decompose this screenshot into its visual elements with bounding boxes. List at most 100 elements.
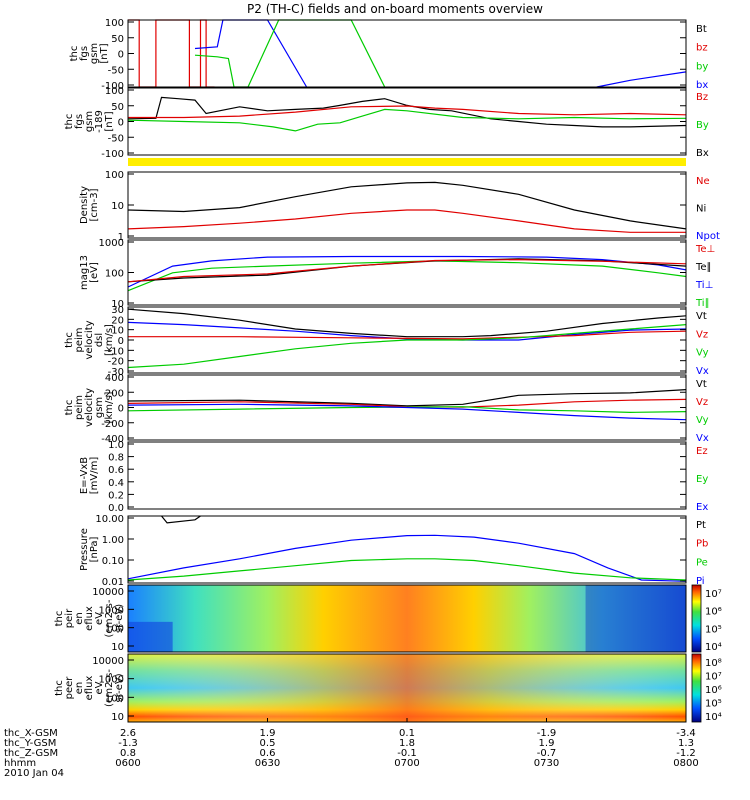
peer-ylabel: sr-eV): [114, 673, 125, 702]
temp-ytick-label: 1000: [99, 238, 124, 249]
fgs-ytick-label: -50: [108, 65, 124, 76]
veldsl-series-Vt: [127, 308, 687, 338]
status-bar: [128, 158, 686, 166]
pressure-ytick-label: 0.10: [102, 556, 124, 567]
fgs-ylabel: fgs: [79, 46, 90, 61]
peir-low-flux-left: [128, 621, 173, 652]
xaxis-value: -3.4: [676, 728, 696, 739]
velgsm-ytick-label: -200: [101, 419, 124, 430]
fgl-series-By: [127, 108, 687, 132]
veldsl-ytick-label: 20: [111, 315, 124, 326]
panel-density: 100 10 1 Ne Ni Npot Density [cm-3]: [79, 170, 720, 243]
peir-ytick-label: 1000: [99, 605, 124, 616]
temp-ylabel: mag13: [79, 255, 90, 290]
veldsl-ytick-label: -10: [108, 346, 124, 357]
velgsm-ytick-label: 0: [118, 404, 124, 415]
velgsm-ytick-label: 400: [105, 373, 124, 384]
peir-ylabel: thc: [54, 611, 65, 627]
efield-ylabel: [mV/m]: [89, 457, 100, 495]
fgl-ytick-label: 100: [105, 86, 124, 97]
fgl-legend-label: Bz: [696, 92, 708, 103]
fgl-legend-label: Bx: [696, 148, 709, 159]
fgl-ytick-label: -100: [101, 149, 124, 160]
panel-fgl: 100 50 0 -50 -100 Bz By Bx thc fgs gsm -189 [nT]: [64, 86, 709, 160]
panel-peir: 10⁷ 10⁶ 10⁵ 10⁴ 10000 1000 100 10 thc peir en eflux…: [54, 584, 722, 653]
peir-colorbar: [691, 584, 702, 653]
xaxis-row-label: thc_X-GSM: [4, 728, 58, 739]
peer-ylabel: thc: [54, 680, 65, 696]
velgsm-legend-label: Vy: [696, 415, 709, 426]
efield-legend-label: Ex: [696, 502, 708, 513]
panel-efield: 1.0 0.80.6 0.40.2 0.0 Ez Ey Ex E=-VxB [mV/m]: [79, 440, 708, 514]
temp-ytick-label: 100: [105, 269, 124, 280]
xaxis-value: 1.9: [539, 738, 555, 749]
pressure-series-Pe: [127, 558, 687, 581]
peer-ylabel: peer: [64, 676, 75, 700]
density-ytick-label: 100: [105, 170, 124, 181]
xaxis-row-label: hhmm: [4, 758, 36, 769]
efield-ytick-label: 0.0: [108, 503, 124, 514]
veldsl-legend-label: Vy: [696, 348, 709, 359]
xaxis-value: 0.1: [399, 728, 415, 739]
peer-ytick-label: 10000: [92, 656, 124, 667]
peer-ylabel: (cm2-s-: [104, 669, 115, 707]
temp-frame: [127, 239, 687, 306]
peir-ylabel: eflux: [84, 606, 95, 631]
velgsm-series-Vt: [127, 389, 687, 407]
velgsm-frame: [127, 374, 687, 441]
panel-pressure: 10.00 1.00 0.10 0.01 Pt Pb Pe Pi Pressure [nPa]: [79, 514, 708, 588]
xaxis-value: 0600: [115, 758, 140, 769]
veldsl-ylabel: [km/s]: [104, 324, 115, 356]
pressure-ylabel: Pressure: [79, 528, 90, 571]
panel-temp: 1000 100 10 Te⊥ Te∥ Ti⊥ Ti∥ mag13 [eV]: [79, 238, 715, 310]
pressure-frame: [127, 515, 687, 584]
panel-velgsm: 400 200 0 -200 -400 Vt Vz Vy Vx thc peim velocity gs…: [64, 373, 709, 445]
peer-ytick-label: 10: [111, 712, 124, 723]
xaxis-value: 0.8: [120, 748, 136, 759]
peir-colorbar-label: 10⁵: [705, 624, 722, 635]
xaxis-value: -1.9: [537, 728, 557, 739]
veldsl-legend-label: Vz: [696, 329, 708, 340]
velgsm-legend-label: Vz: [696, 397, 708, 408]
density-legend-label: Npot: [696, 231, 720, 242]
veldsl-ylabel: dsl: [94, 333, 105, 347]
peir-low-flux-right: [585, 585, 686, 652]
efield-ytick-label: 0.2: [108, 490, 124, 501]
velgsm-ylabel: thc: [64, 400, 75, 416]
xaxis-value: 0630: [255, 758, 280, 769]
peer-colorbar-label: 10⁵: [705, 699, 722, 710]
density-ylabel: [cm-3]: [89, 188, 100, 221]
peir-ylabel: (cm2-s-: [104, 599, 115, 637]
peer-colorbar-label: 10⁸: [705, 658, 722, 669]
veldsl-ylabel: peim: [74, 327, 85, 352]
fgs-ytick-label: 100: [105, 18, 124, 29]
figure-title: P2 (TH-C) fields and on-board moments ov…: [247, 2, 543, 16]
fgs-ytick-label: 0: [118, 50, 124, 61]
temp-ylabel: [eV]: [89, 262, 100, 283]
peir-colorbar-label: 10⁴: [705, 642, 722, 653]
xaxis-date: 2010 Jan 04: [4, 768, 64, 779]
fgl-ylabel: gsm: [84, 111, 95, 132]
fgs-ylabel: gsm: [89, 43, 100, 64]
peer-ytick-label: 1000: [99, 675, 124, 686]
density-ytick-label: 1: [118, 232, 124, 243]
veldsl-ytick-label: 10: [111, 326, 124, 337]
veldsl-legend-label: Vt: [696, 311, 707, 322]
fgs-series-bx: [194, 19, 308, 88]
temp-series-Ti∥: [127, 260, 687, 292]
efield-legend-label: Ez: [696, 446, 708, 457]
xaxis-value: -0.1: [397, 748, 417, 759]
density-ytick-label: 10: [111, 201, 124, 212]
peir-ylabel: peir: [64, 608, 75, 628]
xaxis-value: -0.7: [537, 748, 557, 759]
fgl-ylabel: fgs: [74, 114, 85, 129]
fgs-frame: [127, 19, 687, 88]
fgs-series-bx: [596, 71, 687, 88]
density-ylabel: Density: [79, 186, 90, 224]
xaxis-value: 0.6: [260, 748, 276, 759]
fgl-ylabel: [nT]: [104, 111, 115, 131]
veldsl-series-Vy: [127, 324, 687, 369]
peer-ylabel: eV: [94, 681, 105, 694]
peer-spectrogram-overlay: [128, 654, 686, 722]
